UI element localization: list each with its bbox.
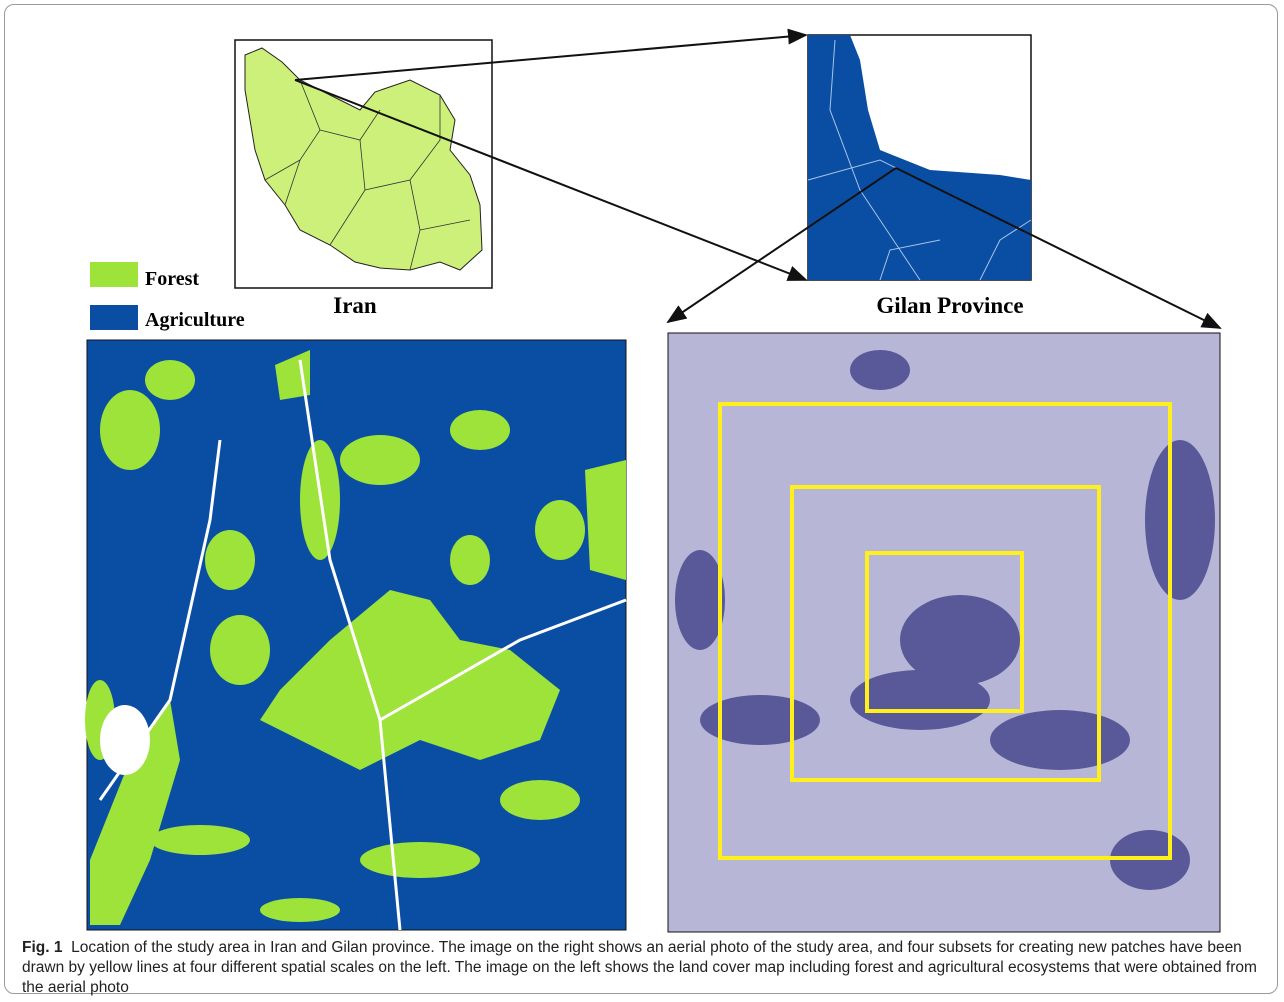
figure-caption: Fig. 1 Location of the study area in Ira… xyxy=(22,938,1262,998)
legend-label: Forest xyxy=(145,268,199,290)
land-cover-map xyxy=(85,340,626,930)
figure: Forest Agriculture Iran Gilan Province xyxy=(0,0,1284,935)
panel-label: Gilan Province xyxy=(876,293,1023,318)
caption-label: Fig. 1 xyxy=(22,939,62,956)
caption-text: Location of the study area in Iran and G… xyxy=(22,939,1257,996)
legend-label: Agriculture xyxy=(145,309,245,331)
page: Forest Agriculture Iran Gilan Province xyxy=(0,0,1284,1002)
legend-swatch-forest xyxy=(90,262,138,287)
legend-swatch-agriculture xyxy=(90,305,138,330)
aerial-photo xyxy=(668,333,1220,932)
panel-label: Iran xyxy=(333,293,377,318)
